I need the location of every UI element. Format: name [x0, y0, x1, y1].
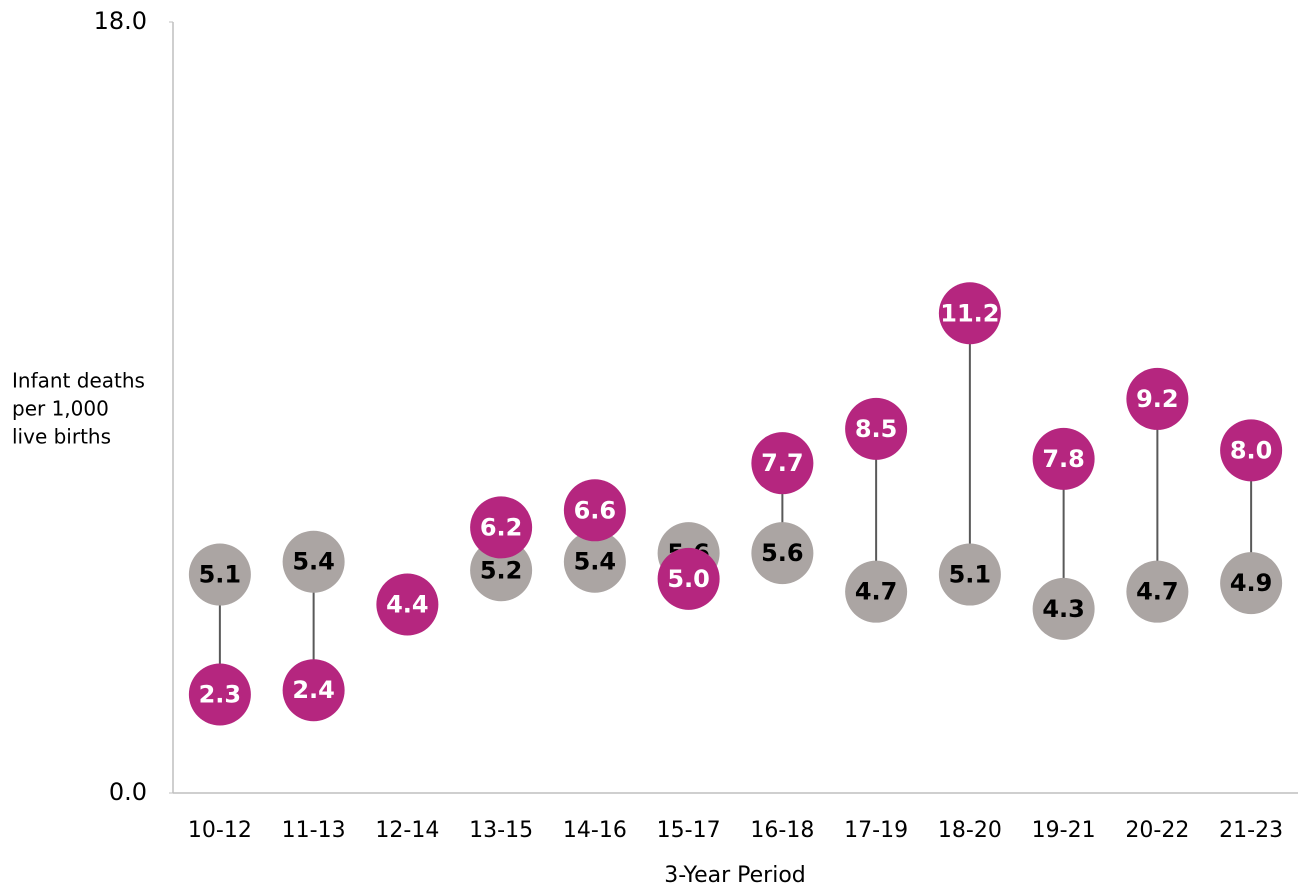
- data-label: 4.4: [386, 591, 429, 619]
- dot: [282, 530, 345, 593]
- dot: [751, 432, 814, 495]
- data-label: 7.7: [761, 449, 804, 477]
- dot: [751, 522, 814, 585]
- x-tick-label: 17-19: [844, 818, 908, 843]
- data-label: 6.6: [574, 496, 617, 524]
- data-label: 8.5: [855, 415, 898, 443]
- x-tick-label: 13-15: [469, 818, 533, 843]
- x-tick-label: 20-22: [1125, 818, 1189, 843]
- dot: [657, 547, 720, 610]
- x-tick-label: 18-20: [938, 818, 1002, 843]
- data-label: 2.3: [199, 680, 242, 708]
- dot: [938, 543, 1001, 606]
- data-label: 4.7: [1136, 578, 1179, 606]
- data-label: 5.1: [949, 561, 992, 589]
- dot: [1220, 552, 1283, 615]
- dot: [1126, 367, 1189, 430]
- dot: [845, 560, 908, 623]
- dot: [282, 659, 345, 722]
- data-label: 5.4: [574, 548, 617, 576]
- data-label: 7.8: [1042, 445, 1085, 473]
- dot: [470, 539, 533, 602]
- x-tick-label: 11-13: [282, 818, 346, 843]
- data-label: 4.3: [1042, 595, 1085, 623]
- x-tick-label: 12-14: [375, 818, 439, 843]
- dot: [845, 397, 908, 460]
- dot: [1032, 577, 1095, 640]
- data-label: 9.2: [1136, 385, 1179, 413]
- data-label: 11.2: [940, 299, 999, 327]
- dot: [1126, 560, 1189, 623]
- dot: [1220, 419, 1283, 482]
- x-tick-label: 15-17: [657, 818, 721, 843]
- y-axis-title: per 1,000: [12, 397, 109, 421]
- data-label: 4.7: [855, 578, 898, 606]
- dot: [1032, 427, 1095, 490]
- y-tick-label: 0.0: [109, 778, 147, 806]
- x-tick-label: 16-18: [750, 818, 814, 843]
- data-label: 5.2: [480, 556, 523, 584]
- data-label: 5.1: [199, 561, 242, 589]
- x-tick-label: 14-16: [563, 818, 627, 843]
- data-label: 5.4: [292, 548, 335, 576]
- x-tick-label: 19-21: [1032, 818, 1096, 843]
- dot: [376, 573, 439, 636]
- data-label: 4.9: [1230, 569, 1273, 597]
- dot: [188, 663, 251, 726]
- y-axis-title: Infant deaths: [12, 369, 145, 393]
- dot: [563, 479, 626, 542]
- dot: [470, 496, 533, 559]
- dot: [563, 530, 626, 593]
- x-tick-label: 10-12: [188, 818, 252, 843]
- dot: [188, 543, 251, 606]
- data-label: 8.0: [1230, 436, 1273, 464]
- dot: [938, 282, 1001, 345]
- x-axis-title: 3-Year Period: [664, 863, 806, 888]
- y-axis-title: live births: [12, 425, 111, 449]
- data-label: 2.4: [292, 676, 335, 704]
- x-tick-label: 21-23: [1219, 818, 1283, 843]
- data-label: 5.0: [667, 565, 710, 593]
- data-label: 6.2: [480, 513, 523, 541]
- y-tick-label: 18.0: [94, 7, 147, 35]
- data-label: 5.6: [761, 539, 804, 567]
